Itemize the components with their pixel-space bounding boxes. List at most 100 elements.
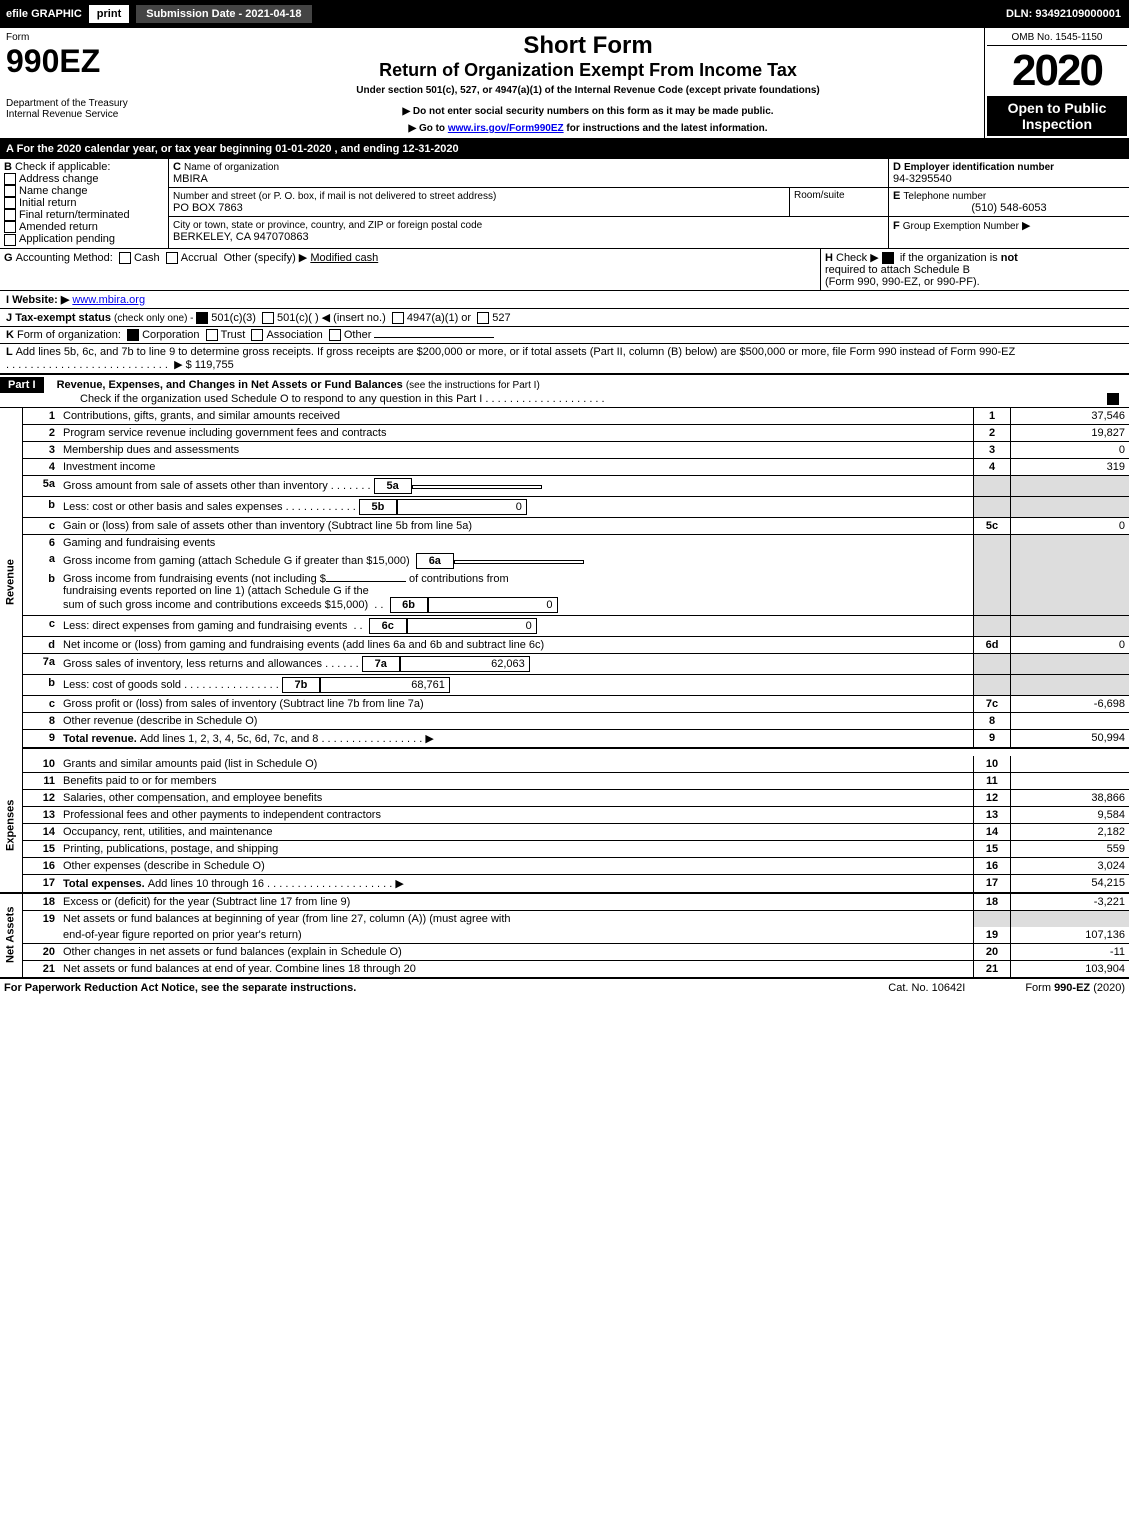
i-label: Website: ▶ [12, 294, 69, 306]
footer-mid: Cat. No. 10642I [888, 982, 965, 994]
table-row: bLess: cost or other basis and sales exp… [0, 496, 1129, 517]
telephone: (510) 548-6053 [893, 202, 1125, 214]
main-table: Revenue 1Contributions, gifts, grants, a… [0, 408, 1129, 977]
table-row: 21Net assets or fund balances at end of … [0, 960, 1129, 977]
b-item-4: Amended return [19, 221, 98, 233]
table-row: dNet income or (loss) from gaming and fu… [0, 636, 1129, 653]
part1-header: Part I Revenue, Expenses, and Changes in… [0, 373, 1129, 408]
gh-row: G Accounting Method: Cash Accrual Other … [0, 248, 1129, 290]
line-l: L Add lines 5b, 6c, and 7b to line 9 to … [0, 343, 1129, 373]
netassets-section-label: Net Assets [0, 893, 23, 977]
under-section: Under section 501(c), 527, or 4947(a)(1)… [196, 85, 980, 96]
k-label: Form of organization: [17, 329, 121, 341]
part1-check-line: Check if the organization used Schedule … [80, 393, 482, 405]
section-b: B Check if applicable: Address change Na… [0, 159, 169, 248]
h-line3: (Form 990, 990-EZ, or 990-PF). [825, 276, 980, 288]
table-row: 19Net assets or fund balances at beginni… [0, 910, 1129, 927]
table-row: 11Benefits paid to or for members11 [0, 772, 1129, 789]
header-mid: Short Form Return of Organization Exempt… [192, 28, 984, 138]
goto-post: for instructions and the latest informat… [564, 123, 768, 134]
page-footer: For Paperwork Reduction Act Notice, see … [0, 977, 1129, 997]
table-row: 12Salaries, other compensation, and empl… [0, 789, 1129, 806]
chk-other[interactable] [329, 329, 341, 341]
part1-hint: (see the instructions for Part I) [406, 380, 540, 391]
g-other-label: Other (specify) ▶ [224, 252, 308, 264]
table-row: 3Membership dues and assessments30 [0, 441, 1129, 458]
form-number: 990EZ [6, 43, 186, 80]
table-row: 17Total expenses. Add lines 10 through 1… [0, 874, 1129, 893]
submission-date: Submission Date - 2021-04-18 [136, 5, 311, 23]
table-row: cGain or (loss) from sale of assets othe… [0, 517, 1129, 534]
table-row: 16Other expenses (describe in Schedule O… [0, 857, 1129, 874]
chk-schedule-o[interactable] [1107, 393, 1119, 405]
table-row: end-of-year figure reported on prior yea… [0, 927, 1129, 944]
chk-amended-return[interactable] [4, 221, 16, 233]
form-word: Form [6, 32, 186, 43]
main-title: Return of Organization Exempt From Incom… [196, 60, 980, 81]
chk-trust[interactable] [206, 329, 218, 341]
chk-501c[interactable] [262, 312, 274, 324]
table-row: 9Total revenue. Add lines 1, 2, 3, 4, 5c… [0, 729, 1129, 748]
irs-label: Internal Revenue Service [6, 109, 186, 120]
g-cash: Cash [134, 252, 160, 264]
table-row: 13Professional fees and other payments t… [0, 806, 1129, 823]
omb-number: OMB No. 1545-1150 [987, 30, 1127, 46]
goto-pre: ▶ Go to [408, 123, 447, 134]
line-i: I Website: ▶ www.mbira.org [0, 290, 1129, 308]
chk-association[interactable] [251, 329, 263, 341]
website-link[interactable]: www.mbira.org [72, 294, 145, 306]
ssn-warning: ▶ Do not enter social security numbers o… [196, 106, 980, 117]
goto-link[interactable]: www.irs.gov/Form990EZ [448, 123, 564, 134]
line-a-text: For the 2020 calendar year, or tax year … [17, 143, 459, 155]
dept-treasury: Department of the Treasury [6, 98, 186, 109]
k-3: Other [344, 329, 372, 341]
j-o1: 501(c)(3) [211, 312, 256, 324]
footer-left: For Paperwork Reduction Act Notice, see … [4, 982, 356, 994]
chk-accrual[interactable] [166, 252, 178, 264]
table-row: 15Printing, publications, postage, and s… [0, 840, 1129, 857]
line-a: A For the 2020 calendar year, or tax yea… [0, 140, 1129, 158]
b-item-2: Initial return [19, 197, 76, 209]
chk-501c3[interactable] [196, 312, 208, 324]
b-item-3: Final return/terminated [19, 209, 130, 221]
chk-application-pending[interactable] [4, 234, 16, 246]
table-row: b Gross income from fundraising events (… [0, 571, 1129, 616]
part1-label: Part I [0, 377, 44, 393]
part1-title: Revenue, Expenses, and Changes in Net As… [57, 379, 403, 391]
h-line2: required to attach Schedule B [825, 264, 970, 276]
table-row: 7aGross sales of inventory, less returns… [0, 653, 1129, 674]
tax-year: 2020 [987, 46, 1127, 96]
chk-address-change[interactable] [4, 173, 16, 185]
chk-final-return[interactable] [4, 209, 16, 221]
chk-name-change[interactable] [4, 185, 16, 197]
b-item-0: Address change [19, 173, 99, 185]
j-label: Tax-exempt status [15, 312, 111, 324]
e-label: Telephone number [903, 191, 986, 202]
d-label: Employer identification number [904, 162, 1054, 173]
table-row: 2Program service revenue including gover… [0, 424, 1129, 441]
h-not: not [1001, 252, 1018, 264]
expenses-section-label: Expenses [0, 756, 23, 893]
chk-cash[interactable] [119, 252, 131, 264]
table-row: 14Occupancy, rent, utilities, and mainte… [0, 823, 1129, 840]
form-header: Form 990EZ Department of the Treasury In… [0, 28, 1129, 140]
table-row: Expenses 10Grants and similar amounts pa… [0, 756, 1129, 773]
l-text: Add lines 5b, 6c, and 7b to line 9 to de… [16, 346, 1016, 358]
goto-line: ▶ Go to www.irs.gov/Form990EZ for instru… [196, 123, 980, 134]
print-button[interactable]: print [88, 4, 130, 24]
b-item-5: Application pending [19, 233, 115, 245]
header-left: Form 990EZ Department of the Treasury In… [0, 28, 192, 138]
table-row: Net Assets 18Excess or (deficit) for the… [0, 893, 1129, 911]
c-street-label: Number and street (or P. O. box, if mail… [173, 191, 496, 202]
chk-527[interactable] [477, 312, 489, 324]
revenue-section-label: Revenue [0, 408, 23, 756]
street: PO BOX 7863 [173, 202, 243, 214]
chk-schedule-b[interactable] [882, 252, 894, 264]
b-label: Check if applicable: [15, 161, 110, 173]
b-item-1: Name change [19, 185, 88, 197]
chk-4947[interactable] [392, 312, 404, 324]
chk-initial-return[interactable] [4, 197, 16, 209]
table-row: Revenue 1Contributions, gifts, grants, a… [0, 408, 1129, 425]
g-accrual: Accrual [181, 252, 218, 264]
chk-corporation[interactable] [127, 329, 139, 341]
